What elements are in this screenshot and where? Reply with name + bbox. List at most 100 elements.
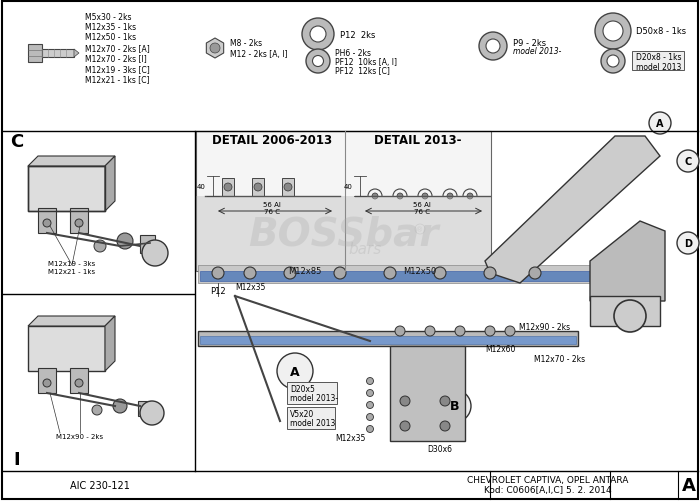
Text: 40: 40 [197,184,206,189]
Circle shape [595,14,631,50]
Circle shape [372,193,378,199]
Text: M12x90 - 2ks: M12x90 - 2ks [57,433,104,439]
Text: V5x20: V5x20 [290,410,314,419]
Text: D30x6: D30x6 [428,444,452,453]
Bar [390,346,465,441]
Bar [28,45,42,63]
Circle shape [367,390,374,397]
Text: M12x60: M12x60 [485,345,515,354]
Circle shape [113,399,127,413]
Bar [222,179,234,196]
Polygon shape [105,157,115,211]
Text: M12x19 - 3ks [C]: M12x19 - 3ks [C] [85,65,150,74]
Bar [282,179,294,196]
Circle shape [224,184,232,191]
Polygon shape [206,39,224,59]
Text: ®: ® [416,226,424,232]
Circle shape [400,396,410,406]
Text: M12x21 - 1ks: M12x21 - 1ks [48,269,96,275]
Text: I: I [14,450,20,468]
Text: D20x8 - 1ks: D20x8 - 1ks [636,54,682,63]
Text: M5x30 - 2ks: M5x30 - 2ks [85,13,132,22]
Polygon shape [28,157,115,167]
Text: CHEVROLET CAPTIVA, OPEL ANTARA: CHEVROLET CAPTIVA, OPEL ANTARA [468,475,629,484]
Text: A: A [682,476,696,494]
Text: 76 C: 76 C [264,208,280,214]
Bar [198,331,578,346]
Text: M12x50: M12x50 [403,267,437,276]
Circle shape [422,193,428,199]
Circle shape [43,219,51,227]
Circle shape [254,184,262,191]
FancyBboxPatch shape [287,407,335,429]
Bar [38,208,56,233]
Bar [28,326,105,371]
Circle shape [485,326,495,336]
Circle shape [505,326,515,336]
Circle shape [334,268,346,280]
Circle shape [467,193,473,199]
Circle shape [440,396,450,406]
FancyBboxPatch shape [632,52,684,71]
Bar [198,266,628,284]
Circle shape [210,44,220,54]
Circle shape [43,379,51,387]
Bar [140,235,155,254]
Text: model 2013: model 2013 [636,63,681,71]
Circle shape [400,421,410,431]
Text: D20x5: D20x5 [290,385,315,394]
Text: M8 - 2ks: M8 - 2ks [230,40,262,49]
Bar [38,368,56,393]
Polygon shape [590,221,665,302]
Text: B: B [450,400,460,413]
Text: model 2013-: model 2013- [290,394,338,403]
Circle shape [486,40,500,54]
Circle shape [607,56,619,68]
Text: M12x70 - 2ks [A]: M12x70 - 2ks [A] [85,44,150,53]
Text: M12x19 - 3ks: M12x19 - 3ks [48,261,96,267]
Text: PF12  10ks [A, I]: PF12 10ks [A, I] [335,58,397,66]
Bar [28,167,105,211]
Text: D50x8 - 1ks: D50x8 - 1ks [636,28,686,37]
Circle shape [384,268,396,280]
Circle shape [140,401,164,425]
Circle shape [614,301,646,332]
Text: P12: P12 [210,287,226,296]
Circle shape [447,193,453,199]
Circle shape [75,379,83,387]
Circle shape [529,268,541,280]
Bar [70,208,88,233]
Text: P12  2ks: P12 2ks [340,31,375,40]
Polygon shape [74,50,79,58]
Text: AIC 230-121: AIC 230-121 [70,480,130,490]
Circle shape [455,326,465,336]
Text: M12x90 - 2ks: M12x90 - 2ks [519,322,570,331]
FancyBboxPatch shape [287,382,337,404]
Text: M12x85: M12x85 [288,267,322,276]
Circle shape [434,268,446,280]
Text: model 2013: model 2013 [290,419,335,428]
Circle shape [603,22,623,42]
Circle shape [92,405,102,415]
Circle shape [312,57,323,67]
Circle shape [244,268,256,280]
Circle shape [440,421,450,431]
Text: M12 - 2ks [A, I]: M12 - 2ks [A, I] [230,50,288,59]
Text: 56 Al: 56 Al [263,201,281,207]
Text: D: D [684,238,692,248]
Polygon shape [105,316,115,371]
Bar [196,196,491,272]
Bar [200,336,576,344]
Circle shape [649,113,671,135]
Circle shape [395,326,405,336]
Text: bars: bars [349,242,382,257]
Circle shape [367,414,374,421]
Circle shape [94,240,106,253]
Text: M12x50 - 1ks: M12x50 - 1ks [85,34,136,43]
Text: C: C [685,157,692,167]
Text: M12x35: M12x35 [234,282,265,291]
Circle shape [284,184,292,191]
Bar [70,368,88,393]
Bar [200,272,626,282]
Circle shape [397,193,403,199]
